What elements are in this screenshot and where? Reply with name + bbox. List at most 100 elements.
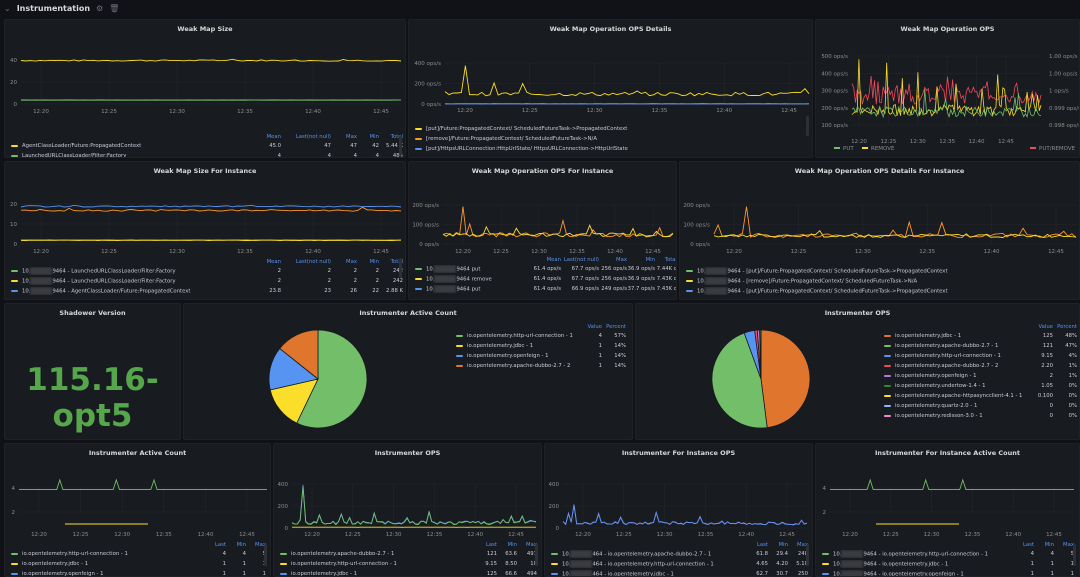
ops-pie-slice-1[interactable] [711, 332, 768, 429]
panel-instrumenter-instance-active-ts[interactable]: Instrumenter For Instance Active Count 4… [815, 443, 1080, 577]
legend-column-header[interactable]: Min [369, 134, 379, 140]
gear-icon[interactable]: ⚙ [96, 4, 104, 13]
legend-row[interactable]: io.opentelemetry.http-url-connection - 1… [11, 549, 266, 559]
legend-row[interactable]: io.opentelemetry.http-url-connection - 1… [280, 559, 537, 569]
scrollbar[interactable] [264, 544, 267, 566]
legend-row[interactable]: 10. 9464 put 61.4 ops/s 67.7 ops/s 256 ops/s… [415, 264, 676, 274]
legend-row[interactable]: io.opentelemetry.jdbc - 1 125 48% [884, 331, 1077, 341]
legend-row[interactable]: io.opentelemetry.http-url-connection - 1… [884, 351, 1077, 361]
legend-row[interactable]: LaunchedURLClassLoader/Filter:Factory 4 4 4… [11, 151, 403, 157]
panel-instrumenter-instance-ops-ts[interactable]: Instrumenter For Instance OPS 400 200 0 12:… [544, 443, 813, 577]
legend-column-header[interactable]: Max [346, 259, 357, 265]
legend-value: 22 [372, 288, 379, 294]
legend-column-header[interactable]: Mean [266, 259, 281, 265]
legend-column-header[interactable]: Total [390, 259, 403, 265]
legend-column-header[interactable]: Max [1063, 542, 1074, 548]
legend-column-header[interactable]: Value [1038, 324, 1053, 330]
trash-icon[interactable]: 🗑 [109, 4, 120, 13]
chevron-down-icon[interactable]: ⌄ [4, 4, 11, 13]
panel-weak-map-size[interactable]: Weak Map Size 40 20 0 12:20 12:25 12:30 12:35 1… [4, 19, 406, 158]
legend-row[interactable]: io.opentelemetry.openfeign - 1 1 14% [456, 351, 626, 361]
legend-row[interactable]: 10. 9464 - [remove]/Future:PropagatedCont… [686, 276, 1078, 286]
legend-column-header[interactable]: Min [645, 257, 655, 263]
legend-row[interactable]: 10. 464 - io.opentelemetry.apache-dubbo-2… [551, 549, 808, 559]
legend-row[interactable]: io.opentelemetry.apache-dubbo-2.7 - 2 1 14… [456, 361, 626, 371]
legend-row[interactable]: 10. 9464 - [put]/Future:PropagatedContext… [686, 266, 1078, 276]
row-header[interactable]: ⌄ Instrumentation ⚙ 🗑 [0, 0, 1080, 17]
legend-column-header[interactable]: Max [255, 542, 266, 548]
legend-row[interactable]: io.opentelemetry.jdbc - 1 1 14% [456, 341, 626, 351]
legend-row[interactable]: 10. 9464 - [put]/Future:PropagatedContext… [686, 286, 1078, 296]
legend-row[interactable]: io.opentelemetry.redisson-3.0 - 1 0 0% [884, 411, 1077, 421]
legend-column-header[interactable]: Mean [266, 134, 281, 140]
legend-column-header[interactable]: Min [1044, 542, 1054, 548]
panel-weak-map-ops[interactable]: Weak Map Operation OPS 500 ops/s 400 ops/… [815, 19, 1080, 158]
legend-row[interactable]: io.opentelemetry.openfeign - 1 1 1 1 [11, 569, 266, 576]
legend-row[interactable]: 10. 9464 put 61.4 ops/s 66.9 ops/s 249 ops/s… [415, 284, 676, 294]
legend-row[interactable]: io.opentelemetry.http-url-connection - 1… [456, 331, 626, 341]
legend-row[interactable]: io.opentelemetry.apache-dubbo-2.7 - 1 121… [884, 341, 1077, 351]
panel-weak-map-ops-details-instance[interactable]: Weak Map Operation OPS Details For Insta… [679, 161, 1080, 300]
scrollbar[interactable] [806, 116, 809, 136]
legend-row[interactable]: 10. 9464 - io.opentelemetry.openfeign - 1… [822, 569, 1074, 576]
legend-column-header[interactable]: Last [485, 542, 497, 548]
legend-column-header[interactable]: Percent [606, 324, 626, 330]
legend-column-header[interactable]: Value [587, 324, 602, 330]
legend-row[interactable]: io.opentelemetry.undertow-1.4 - 1 1.05 0% [884, 381, 1077, 391]
panel-weak-map-ops-instance[interactable]: Weak Map Operation OPS For Instance 200 … [408, 161, 677, 300]
legend-column-header[interactable]: Total [390, 134, 403, 140]
legend-row[interactable]: io.opentelemetry.apache-dubbo-2.7 - 1 121… [280, 549, 537, 559]
legend-row[interactable]: io.opentelemetry.apache-dubbo-2.7 - 2 2.2… [884, 361, 1077, 371]
legend-row[interactable]: [put]/Future:PropagatedContext/ Schedule… [415, 124, 810, 134]
legend-column-header[interactable]: Max [616, 257, 627, 263]
panel-shadower-version[interactable]: Shadower Version 115.16-opt5 [4, 303, 181, 440]
legend-row[interactable]: 10. 9464 - AgentClassLoader/Future:Propag… [11, 286, 403, 296]
legend-row[interactable]: io.opentelemetry.apache-httpasyncclient-… [884, 391, 1077, 401]
legend-column-header[interactable]: Last(not null) [295, 259, 331, 265]
legend-row[interactable]: AgentClassLoader/Future:PropagatedContex… [11, 141, 403, 151]
legend-column-header[interactable]: Max [797, 542, 808, 548]
panel-instrumenter-active-count-pie[interactable]: Instrumenter Active Count Value Percent io… [183, 303, 633, 440]
legend-row[interactable]: 10. 9464 remove 61.4 ops/s 67.7 ops/s 256 op… [415, 274, 676, 284]
legend-row[interactable]: 10. 464 - io.opentelemetry.jdbc - 1 62.7 30… [551, 569, 808, 576]
panel-weak-map-ops-details[interactable]: Weak Map Operation OPS Details 400 ops/s… [408, 19, 813, 158]
legend-row[interactable]: io.opentelemetry.openfeign - 1 2 1% [884, 371, 1077, 381]
active-count-pie-slice-3[interactable] [279, 329, 319, 380]
panel-instrumenter-ops-ts[interactable]: Instrumenter OPS 400 200 0 12:20 12:25 12:30 1… [273, 443, 542, 577]
legend-row[interactable]: 10. 9464 - LaunchedURLClassLoader/Filter:… [11, 266, 403, 276]
legend-column-header[interactable]: Min [778, 542, 788, 548]
legend-column-header[interactable]: Max [346, 134, 357, 140]
legend-row[interactable]: [put]/HttpsURLConnection:HttpUrlState/ H… [415, 144, 810, 154]
legend-column-header[interactable]: Percent [1057, 324, 1077, 330]
legend-row[interactable]: 10. 464 - io.opentelemetry.http-url-conne… [551, 559, 808, 569]
active-count-pie-slice-0[interactable] [296, 329, 368, 429]
scrollbar[interactable] [399, 136, 402, 156]
legend-row[interactable]: [remove]/Future:PropagatedContext/ Sched… [415, 134, 810, 144]
panel-instrumenter-active-count-ts[interactable]: Instrumenter Active Count 4 2 12:20 12:25 12… [4, 443, 271, 577]
legend-column-header[interactable]: Min [369, 259, 379, 265]
ops-pie-slice-0[interactable] [760, 329, 811, 429]
scrollbar[interactable] [806, 544, 809, 566]
legend-column-header[interactable]: Total [664, 257, 677, 263]
legend-column-header[interactable]: Min [236, 542, 246, 548]
scrollbar[interactable] [535, 544, 538, 566]
legend-column-header[interactable]: Mean [546, 257, 561, 263]
legend-column-header[interactable]: Last(not null) [295, 134, 331, 140]
panel-instrumenter-ops-pie[interactable]: Instrumenter OPS Value Percent io.opentele… [635, 303, 1080, 440]
scrollbar[interactable] [399, 258, 402, 278]
legend-column-header[interactable]: Min [507, 542, 517, 548]
legend-column-header[interactable]: Last [756, 542, 768, 548]
row-title[interactable]: Instrumentation [16, 4, 91, 13]
legend-column-header[interactable]: Max [526, 542, 537, 548]
legend-row[interactable]: 10. 9464 - LaunchedURLClassLoader/Filter:… [11, 276, 403, 286]
legend-column-header[interactable]: Last [214, 542, 226, 548]
panel-weak-map-size-instance[interactable]: Weak Map Size For Instance 20 10 0 12:20 12:… [4, 161, 406, 300]
legend-row[interactable]: 10. 9464 - io.opentelemetry.http-url-conn… [822, 549, 1074, 559]
legend-row[interactable]: io.opentelemetry.jdbc - 1 125 66.6 494 [280, 569, 537, 576]
scrollbar[interactable] [1073, 544, 1076, 566]
legend-row[interactable]: io.opentelemetry.quartz-2.0 - 1 0 0% [884, 401, 1077, 411]
legend-column-header[interactable]: Last(not null) [563, 257, 599, 263]
legend-column-header[interactable]: Last [1022, 542, 1034, 548]
